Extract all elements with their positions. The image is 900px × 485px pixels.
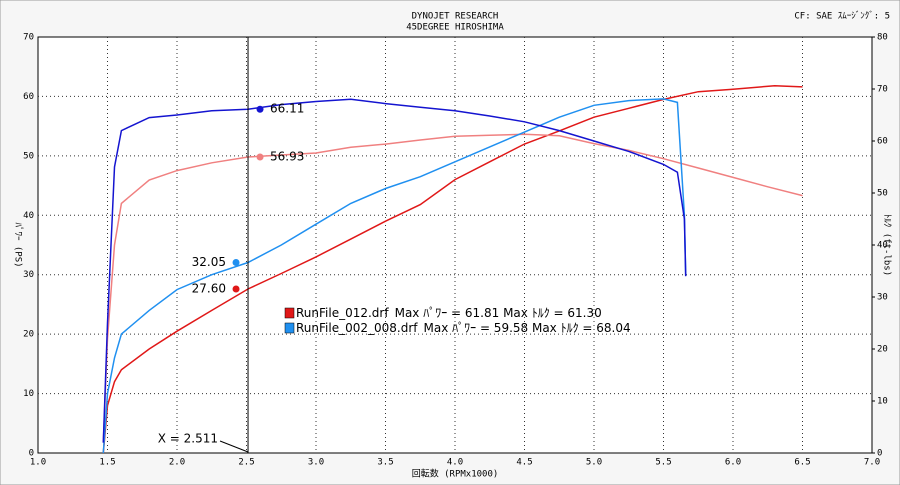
y2-tick-label: 30 bbox=[877, 293, 888, 303]
y2-tick-label: 60 bbox=[877, 137, 888, 147]
cursor-leader bbox=[219, 440, 249, 453]
legend-text: Max ﾊﾟﾜｰ = 61.81 Max ﾄﾙｸ = 61.30 bbox=[395, 306, 602, 320]
x-tick-label: 4.0 bbox=[447, 458, 463, 468]
y2-tick-label: 70 bbox=[877, 85, 888, 95]
x-tick-label: 5.0 bbox=[586, 458, 602, 468]
series-line bbox=[102, 133, 803, 443]
y-tick-label: 10 bbox=[23, 389, 34, 399]
legend-swatch bbox=[284, 307, 295, 319]
series-line bbox=[102, 84, 803, 454]
y-tick-label: 20 bbox=[23, 330, 34, 340]
y2-tick-label: 20 bbox=[877, 345, 888, 355]
chart-subtitle: 45DEGREE HIROSHIMA bbox=[406, 23, 504, 33]
x-tick-label: 6.0 bbox=[725, 458, 741, 468]
x-tick-label: 5.5 bbox=[655, 458, 671, 468]
cursor-value-label: 32.05 bbox=[192, 255, 226, 269]
y-tick-label: 0 bbox=[29, 449, 34, 459]
cursor-dot bbox=[256, 105, 264, 113]
x-tick-label: 2.0 bbox=[169, 458, 185, 468]
x-tick-label: 1.0 bbox=[30, 458, 46, 468]
x-axis-label: 回転数 (RPMx1000) bbox=[412, 468, 499, 480]
x-tick-label: 3.5 bbox=[377, 458, 393, 468]
cursor-dot bbox=[256, 153, 264, 161]
x-tick-label: 4.5 bbox=[516, 458, 532, 468]
y-axis-label: ﾊﾟﾜｰ (PS) bbox=[13, 222, 24, 267]
x-tick-label: 7.0 bbox=[864, 458, 880, 468]
legend-entry: RunFile_012.drf Max ﾊﾟﾜｰ = 61.81 Max ﾄﾙｸ … bbox=[296, 306, 602, 320]
y2-tick-label: 80 bbox=[877, 33, 888, 43]
corner-note: CF: SAE ｽﾑｰｼﾞﾝｸﾞ: 5 bbox=[794, 11, 890, 22]
x-tick-label: 1.5 bbox=[99, 458, 115, 468]
y-tick-label: 40 bbox=[23, 211, 34, 221]
cursor-dot bbox=[232, 259, 240, 267]
x-tick-label: 3.0 bbox=[308, 458, 324, 468]
series-line bbox=[102, 98, 687, 454]
cursor-value-label: 27.60 bbox=[192, 281, 226, 295]
y-tick-label: 30 bbox=[23, 270, 34, 280]
cursor-label: X = 2.511 bbox=[158, 432, 218, 446]
y-tick-label: 50 bbox=[23, 151, 34, 161]
y2-tick-label: 0 bbox=[877, 449, 882, 459]
y2-axis-label: ﾄﾙｸ (ft-lbs) bbox=[882, 214, 893, 276]
legend-file: RunFile_002_008.drf bbox=[296, 321, 418, 335]
legend-text: Max ﾊﾟﾜｰ = 59.58 Max ﾄﾙｸ = 68.04 bbox=[424, 321, 631, 335]
x-tick-label: 6.5 bbox=[794, 458, 810, 468]
cursor-dot bbox=[232, 285, 240, 293]
series-line bbox=[102, 98, 687, 443]
cursor-value-label: 66.11 bbox=[270, 102, 304, 116]
legend-file: RunFile_012.drf bbox=[296, 306, 389, 320]
chart-title: DYNOJET RESEARCH bbox=[412, 12, 499, 22]
y2-tick-label: 50 bbox=[877, 189, 888, 199]
legend-swatch bbox=[284, 322, 295, 334]
x-tick-label: 2.5 bbox=[238, 458, 254, 468]
y2-tick-label: 40 bbox=[877, 241, 888, 251]
y2-tick-label: 10 bbox=[877, 397, 888, 407]
cursor-value-label: 56.93 bbox=[270, 149, 304, 163]
legend-entry: RunFile_002_008.drf Max ﾊﾟﾜｰ = 59.58 Max … bbox=[296, 321, 631, 335]
y-tick-label: 60 bbox=[23, 92, 34, 102]
y-tick-label: 70 bbox=[23, 33, 34, 43]
